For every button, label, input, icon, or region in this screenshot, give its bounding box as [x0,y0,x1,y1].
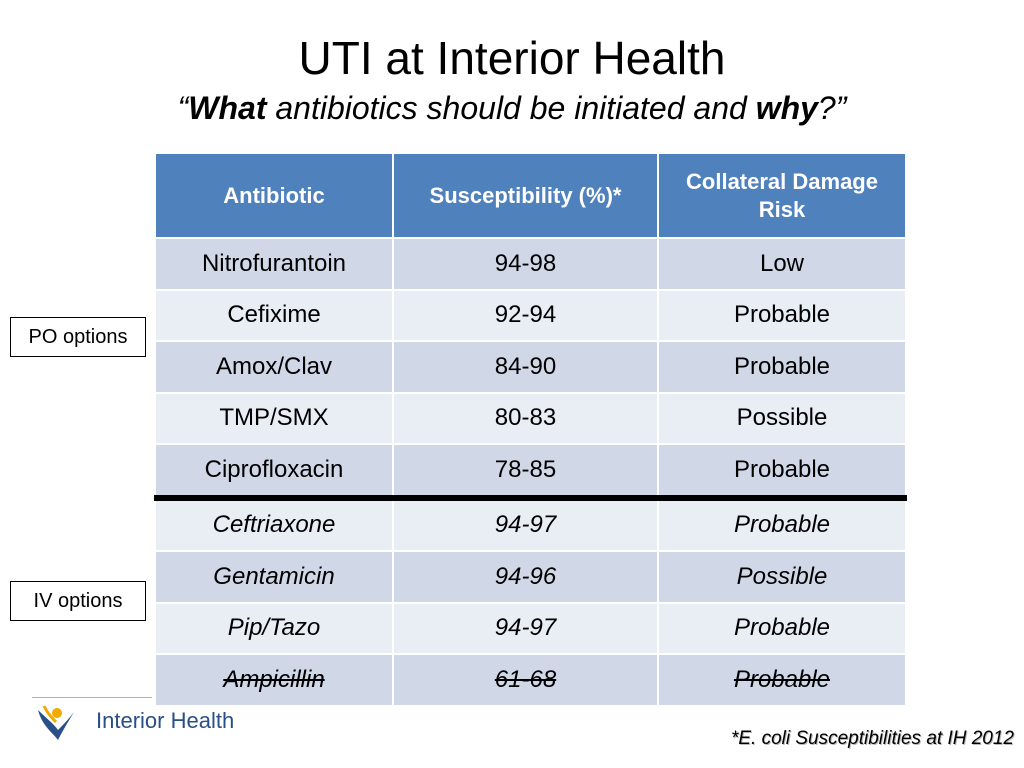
table-row: Cefixime 92-94 Probable [154,288,907,342]
cell-susceptibility: 84-90 [392,340,659,394]
table-row: Pip/Tazo 94-97 Probable [154,601,907,655]
cell-risk: Probable [657,288,907,342]
cell-antibiotic: Ceftriaxone [154,496,394,552]
header-susceptibility: Susceptibility (%)* [392,152,659,239]
cell-risk: Probable [657,601,907,655]
cell-susceptibility: 61-68 [392,653,659,707]
footnote: *E. coli Susceptibilities at IH 2012 [730,728,1014,749]
cell-susceptibility: 94-97 [392,601,659,655]
iv-options-label: IV options [10,581,146,621]
subtitle-open-quote: “ [177,90,189,126]
cell-antibiotic: Amox/Clav [154,340,394,394]
table-row: Amox/Clav 84-90 Probable [154,340,907,394]
header-antibiotic: Antibiotic [154,152,394,239]
cell-risk: Probable [657,443,907,501]
table-row: TMP/SMX 80-83 Possible [154,391,907,445]
header-collateral-damage-risk: Collateral Damage Risk [657,152,907,239]
subtitle-close: ?” [817,90,847,126]
cell-antibiotic: TMP/SMX [154,391,394,445]
cell-antibiotic: Nitrofurantoin [154,237,394,291]
cell-antibiotic: Cefixime [154,288,394,342]
table-row: Ciprofloxacin 78-85 Probable [154,443,907,501]
antibiotic-table: Antibiotic Susceptibility (%)* Collatera… [154,152,907,707]
cell-antibiotic: Pip/Tazo [154,601,394,655]
cell-susceptibility: 78-85 [392,443,659,501]
table-header-row: Antibiotic Susceptibility (%)* Collatera… [154,152,907,239]
cell-antibiotic: Ampicillin [154,653,394,707]
cell-risk: Possible [657,391,907,445]
po-options-label: PO options [10,317,146,357]
table-row: Ceftriaxone 94-97 Probable [154,496,907,552]
cell-risk: Possible [657,550,907,604]
slide-subtitle: “What antibiotics should be initiated an… [0,86,1024,130]
subtitle-what: What [188,90,267,126]
table-row: Gentamicin 94-96 Possible [154,550,907,604]
logo-text: Interior Health [96,708,235,733]
cell-risk: Probable [657,653,907,707]
slide-title: UTI at Interior Health [298,32,726,84]
cell-risk: Probable [657,340,907,394]
cell-susceptibility: 92-94 [392,288,659,342]
table-row: Ampicillin 61-68 Probable [154,653,907,707]
cell-risk: Probable [657,496,907,552]
subtitle-why: why [755,90,818,126]
cell-risk: Low [657,237,907,291]
cell-antibiotic: Gentamicin [154,550,394,604]
table-row: Nitrofurantoin 94-98 Low [154,237,907,291]
cell-susceptibility: 94-97 [392,496,659,552]
logo-divider [32,697,152,698]
logo-figure-icon [38,705,74,740]
interior-health-logo [32,696,242,746]
cell-susceptibility: 94-96 [392,550,659,604]
subtitle-middle: antibiotics should be initiated and [266,90,756,126]
cell-antibiotic: Ciprofloxacin [154,443,394,501]
cell-susceptibility: 94-98 [392,237,659,291]
cell-susceptibility: 80-83 [392,391,659,445]
